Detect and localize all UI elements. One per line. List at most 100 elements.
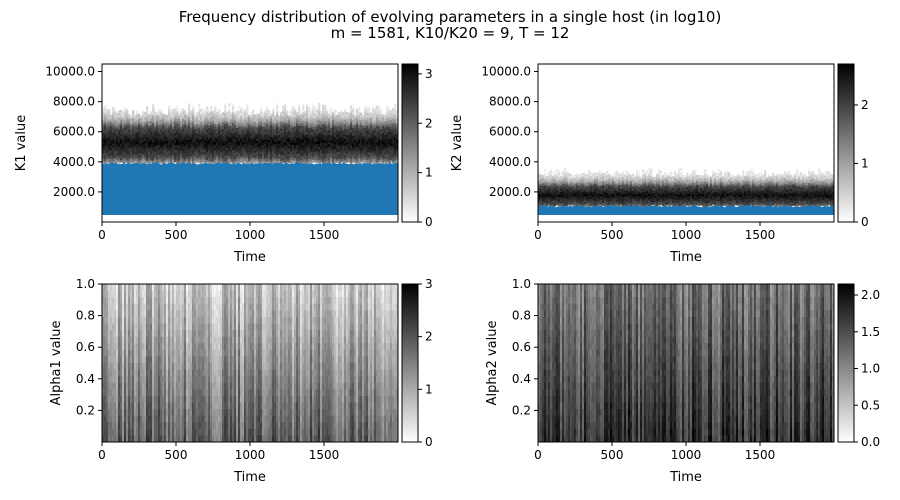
heatmap-cell [638,173,641,176]
heatmap-cell [310,119,313,123]
heatmap-cell [308,122,311,126]
heatmap-cell [638,188,641,191]
heatmap-cell [280,123,283,127]
heatmap-cell [384,158,387,162]
heatmap-cell [346,155,349,159]
heatmap-cell [660,174,663,177]
heatmap-cell [206,146,209,150]
heatmap-cell [160,126,163,130]
heatmap-cell [152,106,155,110]
heatmap-cell [574,186,577,189]
heatmap-cell [392,158,395,162]
heatmap-cell [586,190,589,193]
heatmap-cell [328,143,331,147]
heatmap-cell [538,204,541,207]
heatmap-cell [650,171,653,174]
heatmap-cell [176,128,179,132]
heatmap-cell [282,113,285,117]
heatmap-cell [548,199,551,202]
heatmap-cell [288,122,291,125]
heatmap-cell [364,108,367,112]
heatmap-cell [246,106,249,110]
heatmap-cell [650,175,653,178]
heatmap-cell [366,109,369,113]
heatmap-cell [592,193,595,196]
heatmap-cell [306,123,309,127]
heatmap-cell [670,176,673,179]
heatmap-cell [390,138,393,142]
heatmap-cell [578,192,581,195]
heatmap-cell [240,130,243,134]
heatmap-cell [254,145,257,149]
heatmap-cell [360,158,363,162]
heatmap-cell [660,183,663,186]
heatmap-cell [284,147,287,151]
heatmap-cell [300,157,303,161]
heatmap-cell [650,191,653,194]
heatmap-cell [242,111,245,115]
heatmap-cell [344,147,347,151]
heatmap-cell [138,134,141,138]
heatmap-cell [146,121,149,125]
heatmap-cell [608,181,611,184]
heatmap-cell [322,158,325,162]
heatmap-cell [638,199,641,202]
heatmap-cell [586,193,589,195]
heatmap-cell [276,158,279,162]
heatmap-cell [358,111,361,115]
y-tick-label: 2000.0 [53,185,95,199]
heatmap-cell [242,109,245,113]
heatmap-cell [396,113,398,117]
heatmap-cell [552,190,555,192]
heatmap-cell [680,187,683,190]
heatmap-cell [314,113,317,117]
heatmap-cell [356,136,359,140]
heatmap-cell [102,155,105,159]
heatmap-cell [608,190,611,193]
heatmap-cell [598,184,601,187]
heatmap-cell [368,138,371,142]
heatmap-cell [206,149,209,153]
heatmap-cell [132,136,135,140]
heatmap-cell [586,187,589,190]
heatmap-cell [242,136,245,140]
heatmap-cell [580,187,583,189]
heatmap-cell [214,113,217,117]
heatmap-cell [576,193,579,196]
heatmap-cell [128,149,131,153]
heatmap-cell [102,110,105,114]
heatmap-cell [156,126,159,130]
heatmap-cell [618,184,621,187]
heatmap-cell [126,112,129,115]
heatmap-cell [392,133,395,137]
heatmap-cell [350,110,353,114]
heatmap-cell [572,178,575,180]
heatmap-cell [660,172,663,175]
heatmap-cell [240,157,243,161]
heatmap-cell [260,156,263,160]
heatmap-cell [394,156,397,160]
heatmap-cell [554,171,557,174]
heatmap-cell [242,129,245,133]
heatmap-cell [170,137,173,140]
heatmap-cell [200,128,203,132]
heatmap-cell [158,157,161,161]
heatmap-cell [284,122,287,126]
heatmap-cell [354,154,357,157]
heatmap-cell [158,121,161,125]
heatmap-cell [194,123,197,127]
heatmap-cell [220,145,223,148]
heatmap-cell [184,114,187,118]
heatmap-cell [358,132,361,136]
heatmap-cell [156,144,159,148]
heatmap-cell [574,176,577,179]
heatmap-cell [328,134,331,138]
heatmap-cell [286,143,289,147]
heatmap-cell [640,191,643,194]
heatmap-cell [330,155,333,159]
heatmap-cell [132,129,135,133]
heatmap-cell [142,127,145,131]
heatmap-cell [332,136,335,139]
heatmap-cell [126,119,129,122]
heatmap-cell [392,140,395,144]
